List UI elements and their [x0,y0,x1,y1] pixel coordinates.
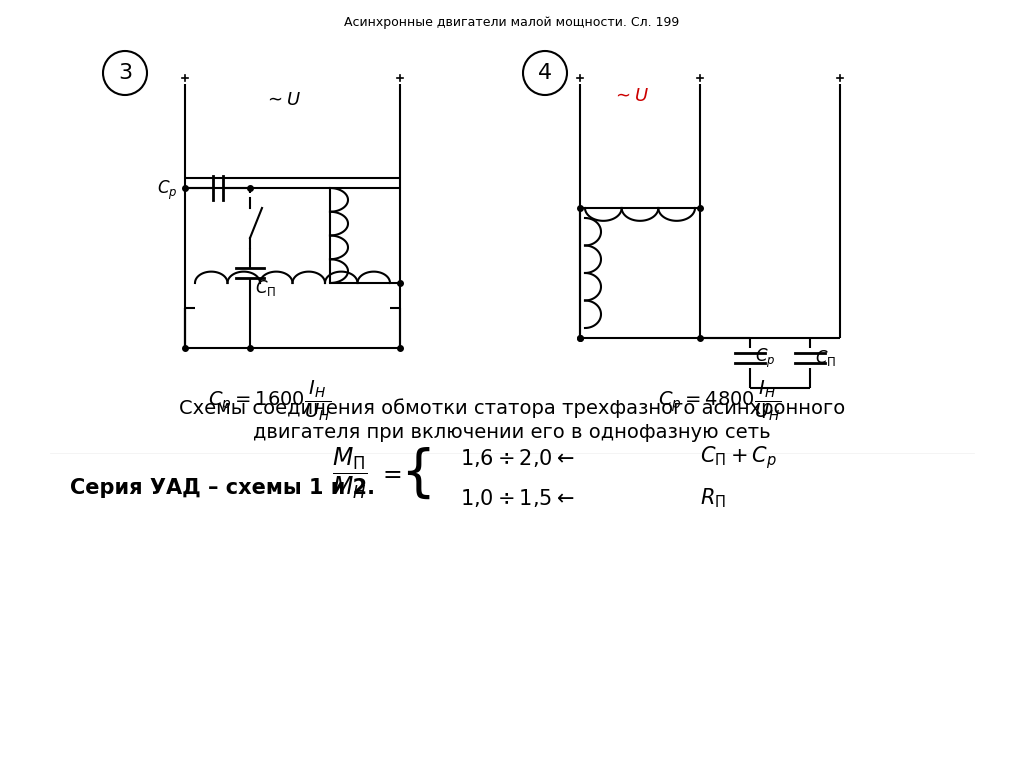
Text: $C_p = 4800\dfrac{I_H}{U_H}$: $C_p = 4800\dfrac{I_H}{U_H}$ [658,378,781,422]
Text: $R_{\Pi}$: $R_{\Pi}$ [700,486,726,510]
Text: Серия УАД – схемы 1 и 2.: Серия УАД – схемы 1 и 2. [70,478,375,498]
Text: $C_p$: $C_p$ [157,178,177,202]
Text: $1{,}6 \div 2{,}0 \leftarrow$: $1{,}6 \div 2{,}0 \leftarrow$ [460,447,574,469]
Text: Схемы соединения обмотки статора трехфазного асинхронного: Схемы соединения обмотки статора трехфаз… [179,398,845,418]
Text: $C_{\Pi}$: $C_{\Pi}$ [815,348,837,368]
Text: $C_p = 1600\dfrac{I_H}{U_H}$: $C_p = 1600\dfrac{I_H}{U_H}$ [208,378,332,422]
Text: $\sim U$: $\sim U$ [611,87,648,105]
Text: $\sim U$: $\sim U$ [264,91,301,109]
Text: $\dfrac{M_{\Pi}}{M_{H}}$: $\dfrac{M_{\Pi}}{M_{H}}$ [332,445,368,501]
Text: $C_p$: $C_p$ [755,346,775,369]
Text: 4: 4 [538,63,552,83]
Text: 3: 3 [118,63,132,83]
Text: $\{$: $\{$ [399,445,430,501]
Text: $=$: $=$ [378,461,402,485]
Text: двигателя при включении его в однофазную сеть: двигателя при включении его в однофазную… [253,423,771,442]
Text: $C_{\Pi}$: $C_{\Pi}$ [255,278,276,298]
Text: $1{,}0 \div 1{,}5 \leftarrow$: $1{,}0 \div 1{,}5 \leftarrow$ [460,487,574,509]
Text: $C_{\Pi} + C_p$: $C_{\Pi} + C_p$ [700,445,777,472]
Text: Асинхронные двигатели малой мощности. Сл. 199: Асинхронные двигатели малой мощности. Сл… [344,16,680,29]
